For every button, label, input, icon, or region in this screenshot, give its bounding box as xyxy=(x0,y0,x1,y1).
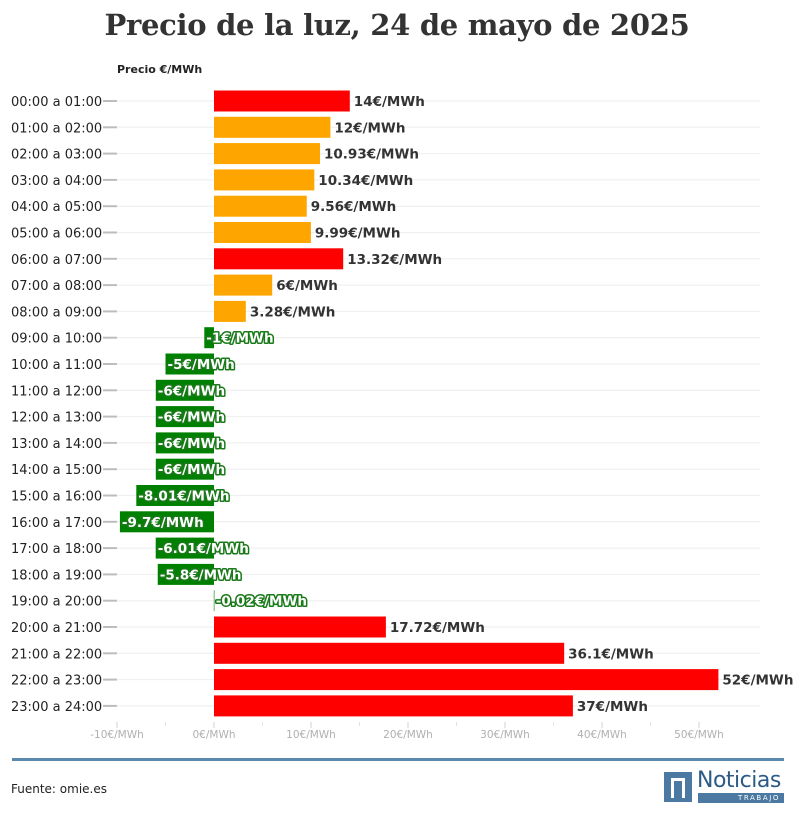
data-label: -0.02€/MWh xyxy=(216,594,307,610)
bar xyxy=(214,90,350,112)
category-label: 00:00 a 01:00 xyxy=(11,95,102,110)
category-label: 03:00 a 04:00 xyxy=(11,174,102,189)
data-label: 9.99€/MWh xyxy=(315,226,401,242)
bars xyxy=(119,90,719,717)
category-label: 01:00 a 02:00 xyxy=(11,121,102,136)
category-label: 11:00 a 12:00 xyxy=(11,384,102,399)
data-label: 6€/MWh xyxy=(276,278,338,294)
data-label: 17.72€/MWh xyxy=(390,620,485,636)
data-label: 3.28€/MWh xyxy=(250,304,336,320)
bar xyxy=(214,300,246,322)
category-label: 12:00 a 13:00 xyxy=(11,411,102,426)
bar xyxy=(214,222,311,243)
data-label: -6€/MWh xyxy=(158,383,225,399)
bar xyxy=(214,616,386,638)
category-label: 21:00 a 22:00 xyxy=(11,647,102,662)
data-label: -6€/MWh xyxy=(158,410,225,426)
category-label: 04:00 a 05:00 xyxy=(11,200,102,215)
bar xyxy=(214,695,573,717)
bar xyxy=(214,169,315,191)
bar xyxy=(155,537,214,559)
category-label: 20:00 a 21:00 xyxy=(11,621,102,636)
data-label: 52€/MWh xyxy=(722,673,793,689)
bar xyxy=(155,432,214,454)
data-label: -5€/MWh xyxy=(168,357,235,373)
x-tick-label: 10€/MWh xyxy=(286,729,336,741)
bar xyxy=(214,669,719,691)
data-label: -9.7€/MWh xyxy=(122,515,204,531)
y-axis-title: Precio €/MWh xyxy=(117,63,202,76)
category-label: 07:00 a 08:00 xyxy=(11,279,102,294)
logo-subtitle: TRABAJO xyxy=(698,793,784,803)
bar xyxy=(155,458,214,480)
bar xyxy=(213,590,215,612)
data-label: -6€/MWh xyxy=(158,462,225,478)
data-label: 9.56€/MWh xyxy=(311,199,397,215)
category-label: 13:00 a 14:00 xyxy=(11,437,102,452)
x-tick-label: 0€/MWh xyxy=(193,729,236,741)
x-tick-label: 20€/MWh xyxy=(383,729,433,741)
category-label: 22:00 a 23:00 xyxy=(11,674,102,689)
x-tick-label: 50€/MWh xyxy=(674,729,724,741)
category-label: 18:00 a 19:00 xyxy=(11,568,102,583)
data-label: -8.01€/MWh xyxy=(138,489,229,505)
category-label: 15:00 a 16:00 xyxy=(11,490,102,505)
category-label: 23:00 a 24:00 xyxy=(11,700,102,715)
brand-logo: Noticias TRABAJO xyxy=(664,768,786,804)
category-label: 17:00 a 18:00 xyxy=(11,542,102,557)
category-label: 14:00 a 15:00 xyxy=(11,463,102,478)
data-label: 10.34€/MWh xyxy=(318,173,413,189)
bar xyxy=(214,248,344,270)
data-label: 37€/MWh xyxy=(577,699,648,715)
bar xyxy=(136,485,214,506)
data-label: 10.93€/MWh xyxy=(324,147,419,163)
data-label: 13.32€/MWh xyxy=(347,252,442,268)
footer-divider xyxy=(12,758,784,761)
logo-mark-icon xyxy=(664,772,692,802)
bar xyxy=(214,116,331,138)
bar xyxy=(214,642,565,664)
bar xyxy=(214,274,273,296)
data-label: 14€/MWh xyxy=(354,94,425,110)
data-label: 36.1€/MWh xyxy=(568,646,654,662)
source-note: Fuente: omie.es xyxy=(11,782,107,796)
bar xyxy=(204,327,214,349)
category-label: 16:00 a 17:00 xyxy=(11,516,102,531)
x-tick-label: 40€/MWh xyxy=(577,729,627,741)
category-label: 08:00 a 09:00 xyxy=(11,305,102,320)
labels: -10€/MWh 0€/MWh 10€/MWh 20€/MWh 30€/MWh 40€/M… xyxy=(11,94,793,741)
category-label: 10:00 a 11:00 xyxy=(11,358,102,373)
bar xyxy=(155,379,214,401)
x-tick-label: -10€/MWh xyxy=(90,729,143,741)
bar xyxy=(165,353,214,375)
category-label: 19:00 a 20:00 xyxy=(11,595,102,610)
bar xyxy=(157,563,214,585)
bar xyxy=(155,406,214,428)
data-label: -5.8€/MWh xyxy=(160,567,242,583)
bar xyxy=(119,511,214,533)
x-tick-label: 30€/MWh xyxy=(480,729,530,741)
category-label: 09:00 a 10:00 xyxy=(11,332,102,347)
data-label: -6.01€/MWh xyxy=(158,541,249,557)
category-label: 02:00 a 03:00 xyxy=(11,148,102,163)
chart-title: Precio de la luz, 24 de mayo de 2025 xyxy=(104,8,690,42)
category-label: 05:00 a 06:00 xyxy=(11,227,102,242)
bar xyxy=(214,195,307,217)
data-label: -1€/MWh xyxy=(206,331,273,347)
bar xyxy=(214,143,321,165)
category-label: 06:00 a 07:00 xyxy=(11,253,102,268)
data-label: -6€/MWh xyxy=(158,436,225,452)
data-label: 12€/MWh xyxy=(334,120,405,136)
logo-name: Noticias xyxy=(697,768,781,793)
